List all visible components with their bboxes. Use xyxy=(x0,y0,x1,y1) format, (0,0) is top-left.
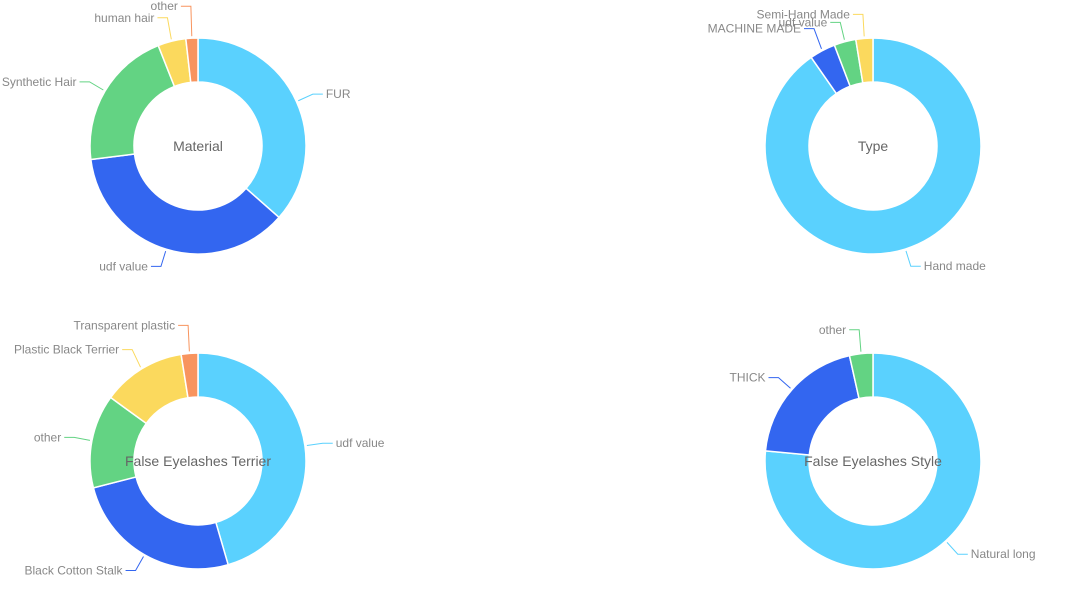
type-slice-3[interactable] xyxy=(854,37,874,84)
material-slice-1[interactable] xyxy=(90,153,281,255)
type-slice-0[interactable] xyxy=(764,37,982,255)
material-leader-line-4 xyxy=(180,5,193,37)
terrier-leader-line-0 xyxy=(306,442,333,446)
type-center-title: Type xyxy=(858,138,889,154)
material-label-3: human hair xyxy=(94,11,154,25)
terrier-slice-1[interactable] xyxy=(92,476,230,570)
style-leader-line-0 xyxy=(946,542,968,555)
type-label-1: MACHINE MADE xyxy=(708,22,801,36)
terrier-slice-4[interactable] xyxy=(180,352,199,399)
style-slice-0[interactable] xyxy=(764,352,982,570)
type-leader-line-0 xyxy=(905,250,921,267)
terrier-label-1: Black Cotton Stalk xyxy=(25,563,124,577)
style-donut: Natural long THICK other False Eyelashes St… xyxy=(729,323,1036,570)
material-leader-line-1 xyxy=(150,250,167,267)
style-slice-1[interactable] xyxy=(764,354,860,456)
terrier-label-3: Plastic Black Terrier xyxy=(14,343,119,357)
style-leader-line-2 xyxy=(849,329,862,352)
material-leader-line-3 xyxy=(157,17,172,40)
style-label-1: THICK xyxy=(729,371,765,385)
type-label-0: Hand made xyxy=(924,259,986,273)
material-center-title: Material xyxy=(173,138,223,154)
material-label-4: other xyxy=(151,0,178,13)
material-leader-line-0 xyxy=(298,93,323,102)
material-label-1: udf value xyxy=(99,259,148,273)
style-slice-2[interactable] xyxy=(848,352,874,400)
terrier-center-title: False Eyelashes Terrier xyxy=(125,453,271,469)
terrier-leader-line-4 xyxy=(178,324,190,352)
material-leader-line-2 xyxy=(79,81,104,91)
type-leader-line-3 xyxy=(852,13,865,37)
style-label-2: other xyxy=(819,323,846,337)
material-label-2: Synthetic Hair xyxy=(2,75,77,89)
terrier-leader-line-1 xyxy=(125,556,144,571)
terrier-slice-0[interactable] xyxy=(197,352,307,566)
material-label-0: FUR xyxy=(326,87,351,101)
material-slice-4[interactable] xyxy=(184,37,199,84)
type-label-3: Semi-Hand Made xyxy=(757,7,851,21)
terrier-label-0: udf value xyxy=(336,436,385,450)
type-label-2: udf value xyxy=(779,15,828,29)
type-leader-line-1 xyxy=(804,28,822,49)
style-label-0: Natural long xyxy=(971,547,1036,561)
terrier-donut: udf value Black Cotton Stalk other Plastic … xyxy=(14,318,385,577)
material-slice-0[interactable] xyxy=(197,37,307,219)
material-slice-2[interactable] xyxy=(89,44,176,161)
style-leader-line-1 xyxy=(768,377,791,389)
material-donut: FUR udf value Synthetic Hair human hairothe… xyxy=(2,0,351,273)
terrier-leader-line-3 xyxy=(122,349,141,368)
type-leader-line-2 xyxy=(830,21,845,40)
terrier-label-4: Transparent plastic xyxy=(74,318,176,332)
terrier-leader-line-2 xyxy=(64,436,91,441)
terrier-label-2: other xyxy=(34,430,61,444)
style-center-title: False Eyelashes Style xyxy=(804,453,942,469)
